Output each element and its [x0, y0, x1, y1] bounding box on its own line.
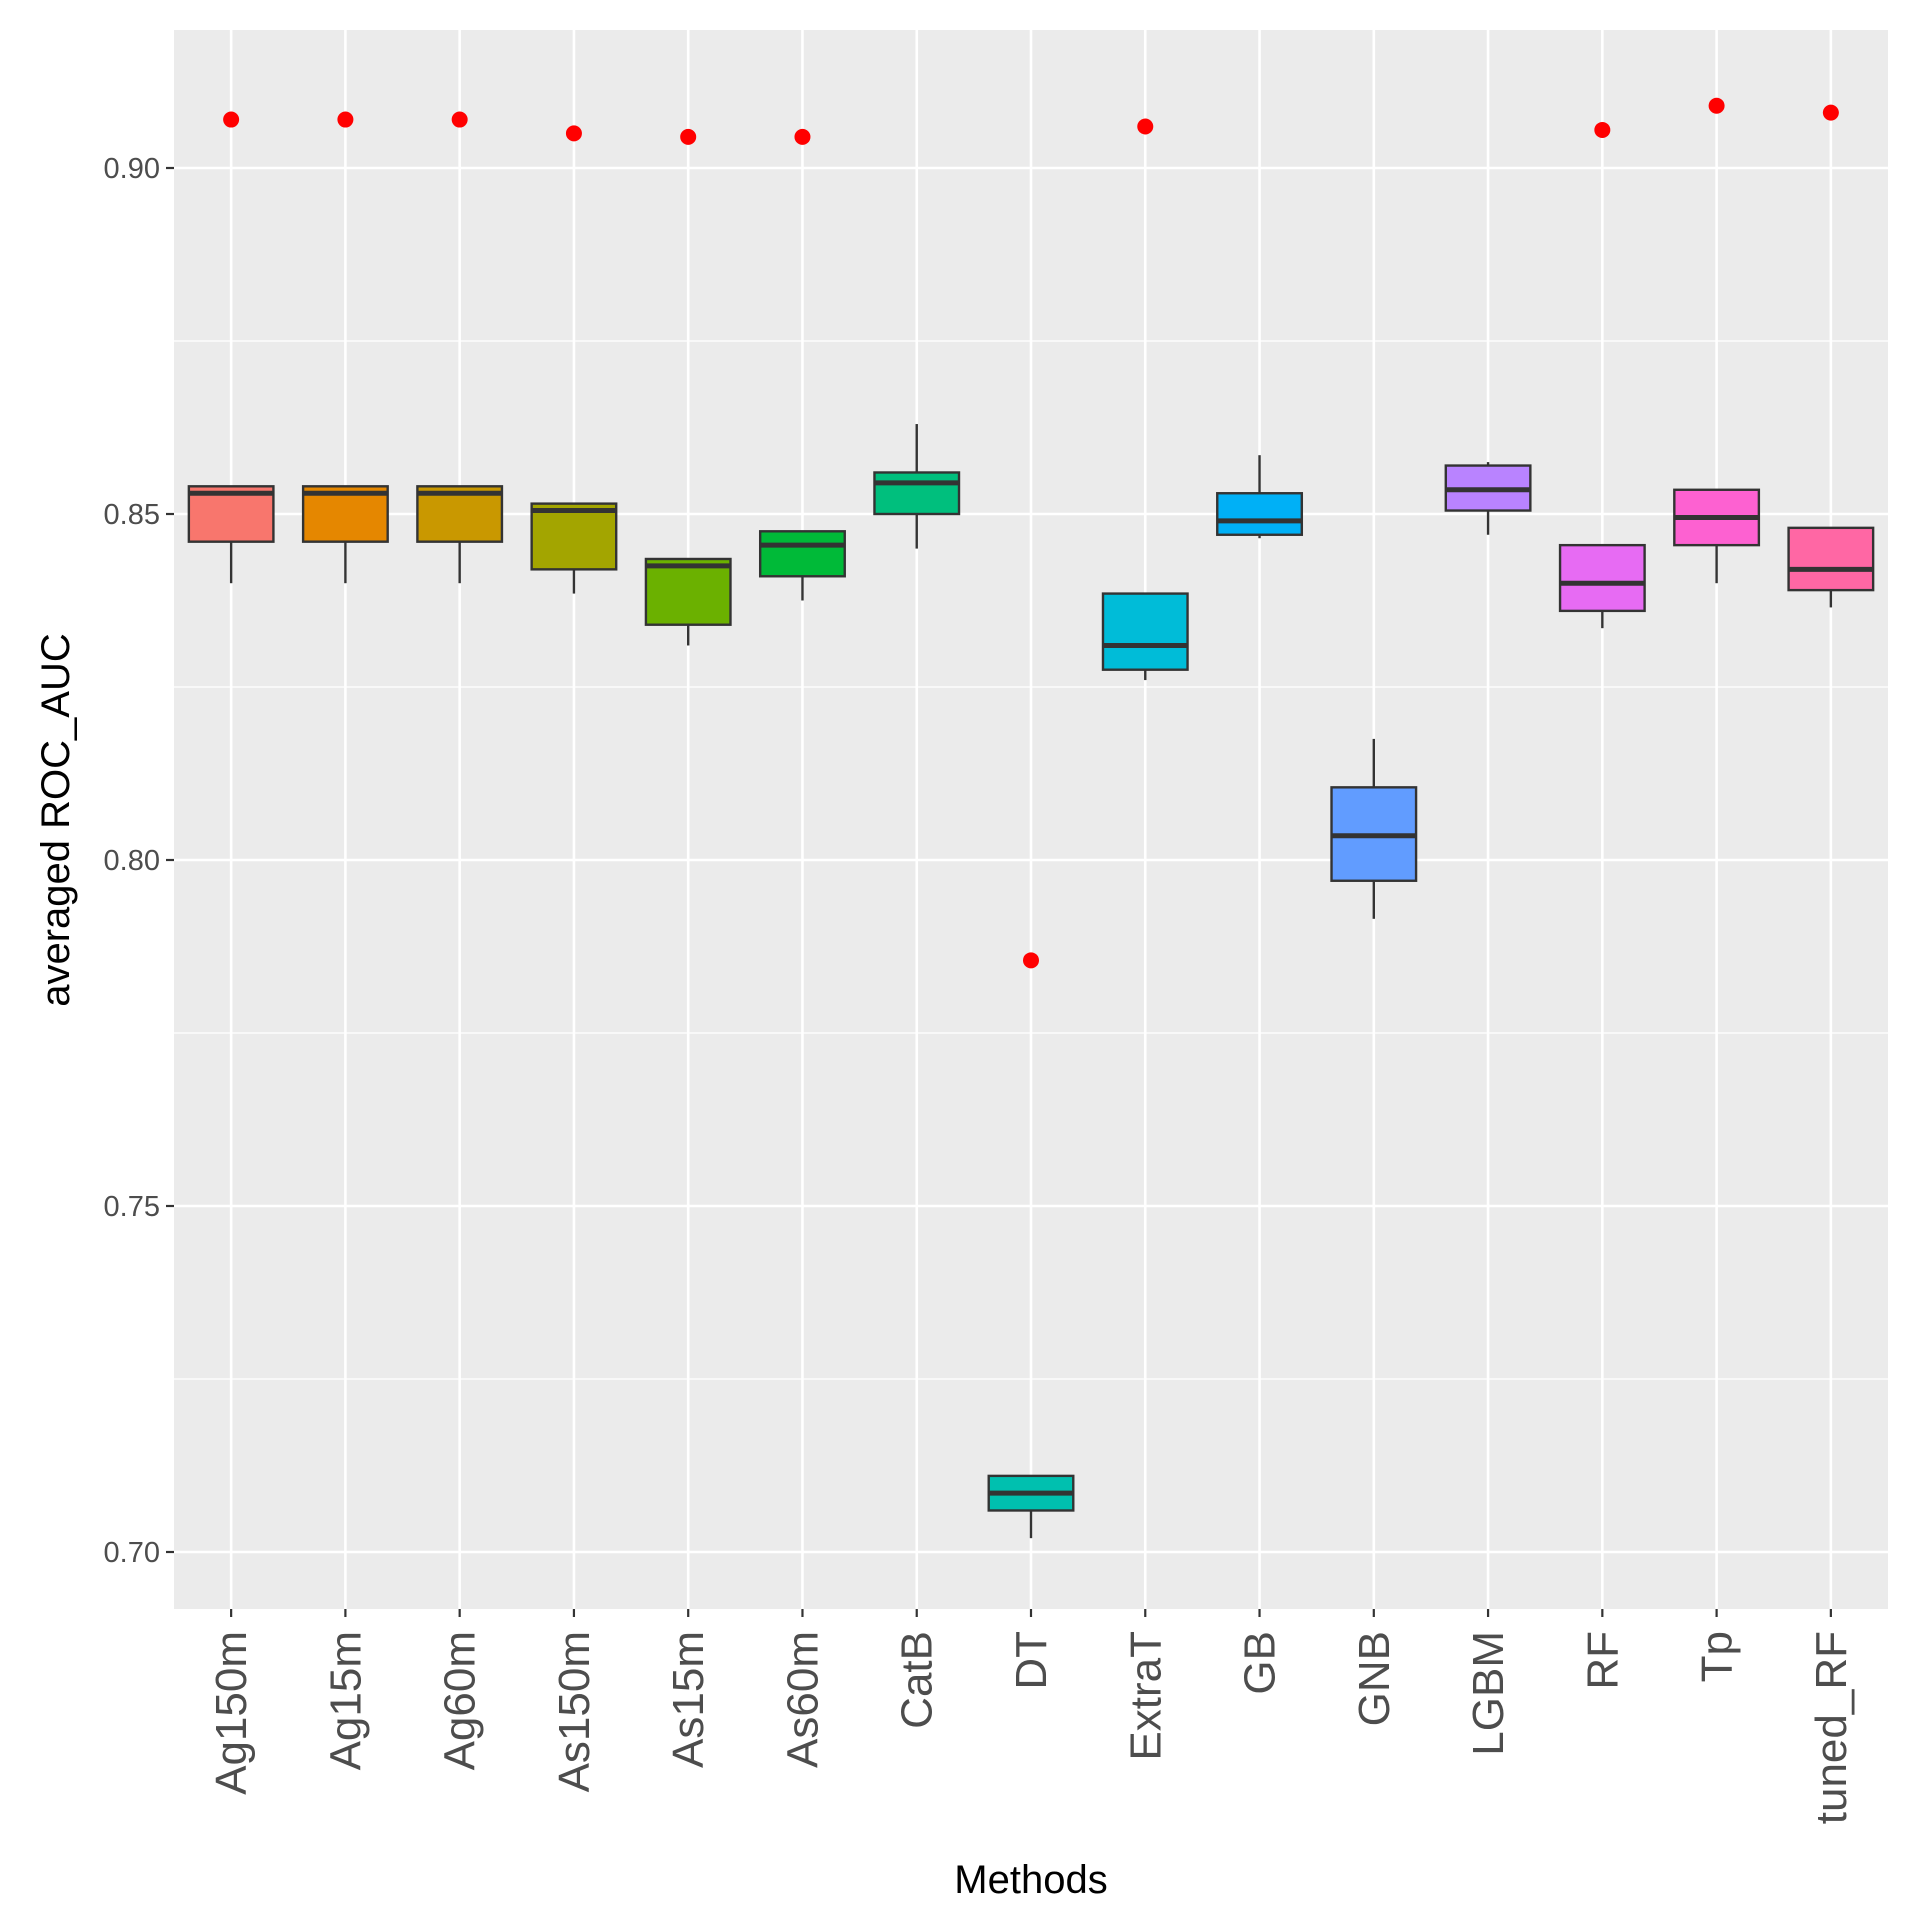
box-Ag15m — [301, 485, 389, 584]
x-axis: Ag150m Ag15m Ag60m As150m As15m As60m CatB DT Ex… — [207, 1609, 1856, 1824]
x-tick-label: GNB — [1350, 1631, 1399, 1726]
x-axis-title: Methods — [954, 1858, 1107, 1902]
box-GNB — [1330, 738, 1418, 919]
box-Ag60m — [416, 485, 504, 584]
box-ExtraT — [1101, 592, 1189, 681]
box-Ag150m — [187, 485, 275, 584]
outlier-point — [794, 128, 811, 145]
x-tick-label: CatB — [893, 1631, 942, 1729]
x-tick-label: ExtraT — [1121, 1631, 1170, 1761]
box-tuned_RF — [1787, 526, 1875, 608]
x-tick-label: LGBM — [1464, 1631, 1513, 1756]
outlier-point — [223, 111, 240, 128]
x-tick-label: As60m — [778, 1631, 827, 1768]
box-GB — [1216, 455, 1304, 539]
y-tick-label: 0.90 — [104, 153, 160, 185]
outlier-point — [337, 111, 354, 128]
y-tick-label: 0.80 — [104, 845, 160, 877]
box-body — [1787, 526, 1875, 592]
x-tick-label: RF — [1578, 1631, 1627, 1690]
box-body — [873, 471, 961, 516]
x-tick-label: Ag15m — [321, 1631, 370, 1770]
x-tick-label: Tp — [1693, 1631, 1742, 1682]
box-As60m — [758, 530, 846, 601]
box-body — [1101, 592, 1189, 671]
outlier-point — [1708, 97, 1725, 114]
x-tick-label: GB — [1236, 1631, 1285, 1695]
x-tick-label: Ag60m — [436, 1631, 485, 1770]
outlier-point — [1023, 952, 1039, 969]
box-RF — [1558, 543, 1646, 629]
x-tick-label: Ag150m — [207, 1631, 256, 1795]
y-tick-label: 0.70 — [104, 1537, 160, 1569]
box-CatB — [873, 424, 961, 549]
y-axis-title: averaged ROC_AUC — [34, 633, 78, 1007]
outlier-point — [1137, 118, 1154, 135]
outlier-point — [1822, 104, 1839, 121]
box-body — [1216, 492, 1304, 536]
box-body — [530, 502, 618, 571]
box-As15m — [644, 557, 732, 646]
y-tick-label: 0.75 — [104, 1191, 160, 1223]
box-body — [1558, 543, 1646, 613]
x-tick-label: DT — [1007, 1631, 1056, 1690]
x-tick-label: As15m — [664, 1631, 713, 1768]
x-tick-label: As150m — [550, 1631, 599, 1792]
outlier-point — [565, 125, 582, 142]
box-Tp — [1673, 488, 1761, 584]
box-LGBM — [1444, 462, 1532, 535]
y-axis: 0.70 0.75 0.80 0.85 0.90 — [104, 153, 174, 1569]
box-body — [758, 530, 846, 578]
outlier-point — [451, 111, 468, 128]
box-As150m — [530, 502, 618, 594]
box-DT — [987, 1474, 1075, 1539]
boxes — [187, 424, 1875, 1539]
outlier-points — [223, 97, 1839, 969]
box-body — [644, 557, 732, 626]
outlier-point — [1594, 121, 1611, 138]
x-tick-label: tuned_RF — [1807, 1631, 1856, 1824]
outlier-point — [680, 128, 697, 145]
y-tick-label: 0.85 — [104, 499, 160, 531]
